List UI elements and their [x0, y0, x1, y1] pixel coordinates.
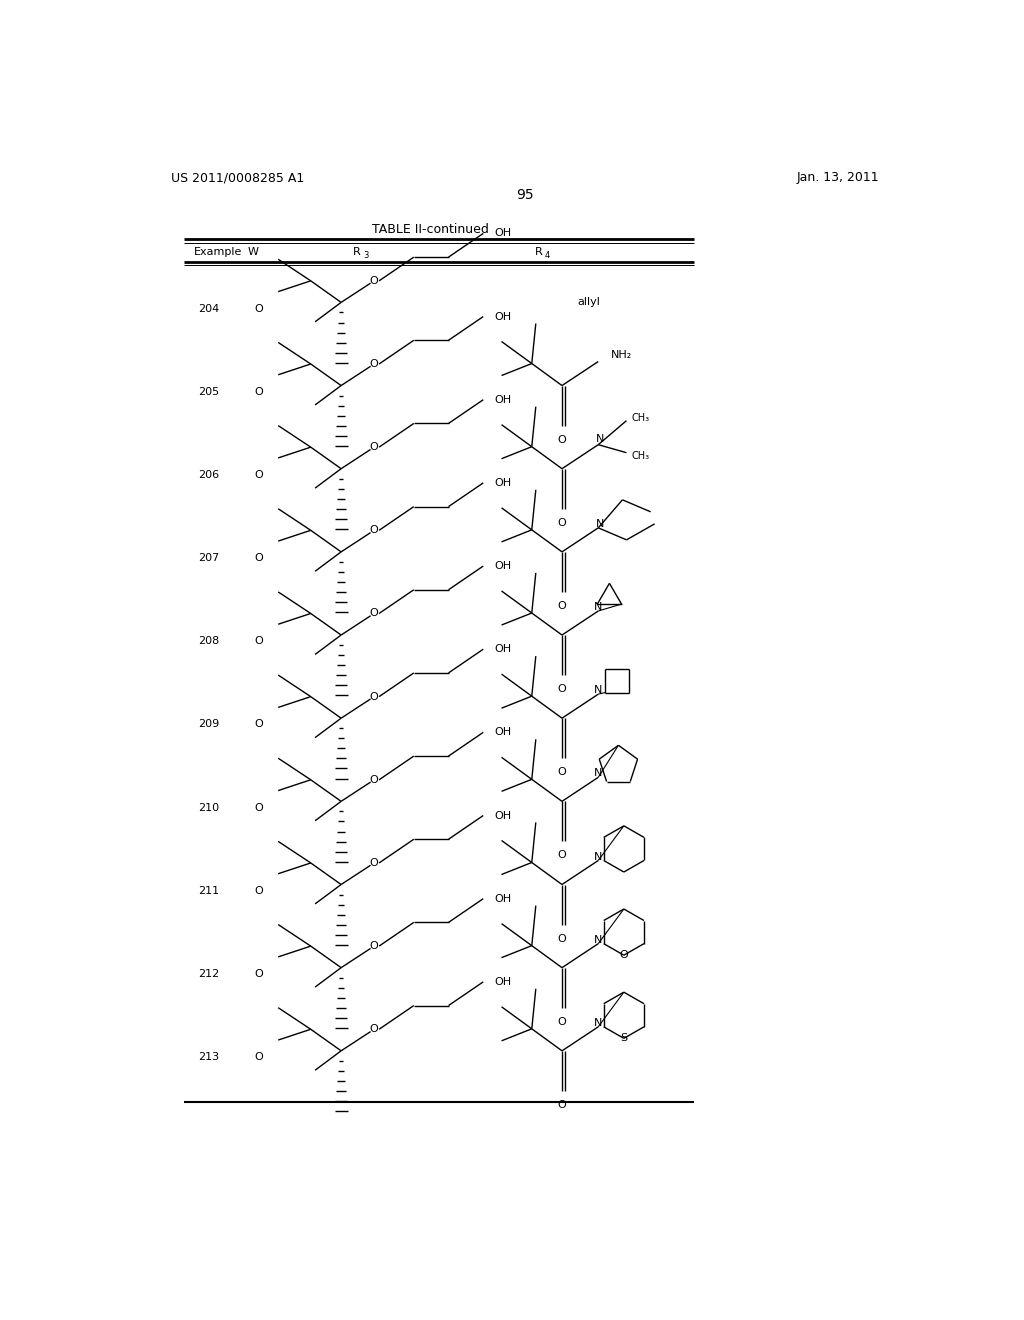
Text: NH₂: NH₂	[610, 350, 632, 360]
Text: O: O	[558, 601, 566, 611]
Text: O: O	[370, 775, 378, 785]
Text: 208: 208	[198, 636, 219, 647]
Text: 207: 207	[198, 553, 219, 564]
Text: N: N	[594, 1018, 602, 1028]
Text: W: W	[248, 247, 259, 257]
Text: O: O	[370, 359, 378, 370]
Text: O: O	[254, 304, 263, 314]
Text: O: O	[254, 636, 263, 647]
Text: Jan. 13, 2011: Jan. 13, 2011	[797, 172, 880, 185]
Text: 204: 204	[198, 304, 219, 314]
Text: OH: OH	[495, 727, 511, 738]
Text: S: S	[621, 1034, 628, 1043]
Text: 210: 210	[198, 803, 219, 813]
Text: 206: 206	[198, 470, 219, 480]
Text: OH: OH	[495, 894, 511, 904]
Text: O: O	[370, 1024, 378, 1035]
Text: O: O	[254, 470, 263, 480]
Text: O: O	[370, 276, 378, 286]
Text: O: O	[558, 1100, 566, 1110]
Text: O: O	[254, 1052, 263, 1063]
Text: OH: OH	[495, 644, 511, 655]
Text: R: R	[535, 247, 543, 257]
Text: O: O	[558, 684, 566, 694]
Text: O: O	[620, 950, 628, 960]
Text: N: N	[594, 768, 602, 779]
Text: OH: OH	[495, 810, 511, 821]
Text: 213: 213	[198, 1052, 219, 1063]
Text: N: N	[596, 519, 604, 529]
Text: CH₃: CH₃	[631, 413, 649, 422]
Text: O: O	[254, 719, 263, 730]
Text: N: N	[594, 685, 602, 696]
Text: OH: OH	[495, 395, 511, 405]
Text: O: O	[254, 553, 263, 564]
Text: 95: 95	[516, 189, 534, 202]
Text: 4: 4	[545, 251, 550, 260]
Text: OH: OH	[495, 478, 511, 488]
Text: O: O	[370, 525, 378, 536]
Text: O: O	[558, 1016, 566, 1027]
Text: N: N	[594, 851, 602, 862]
Text: N: N	[596, 433, 604, 444]
Text: US 2011/0008285 A1: US 2011/0008285 A1	[171, 172, 304, 185]
Text: N: N	[594, 935, 602, 945]
Text: R: R	[352, 247, 360, 257]
Text: O: O	[558, 933, 566, 944]
Text: OH: OH	[495, 561, 511, 572]
Text: O: O	[370, 609, 378, 619]
Text: O: O	[558, 434, 566, 445]
Text: O: O	[254, 969, 263, 979]
Text: O: O	[558, 767, 566, 777]
Text: allyl: allyl	[578, 297, 600, 308]
Text: O: O	[254, 803, 263, 813]
Text: OH: OH	[495, 228, 511, 239]
Text: Example: Example	[194, 247, 243, 257]
Text: O: O	[558, 517, 566, 528]
Text: OH: OH	[495, 977, 511, 987]
Text: O: O	[254, 387, 263, 397]
Text: 212: 212	[198, 969, 219, 979]
Text: O: O	[558, 850, 566, 861]
Text: CH₃: CH₃	[631, 450, 649, 461]
Text: OH: OH	[495, 312, 511, 322]
Text: O: O	[370, 941, 378, 952]
Text: 209: 209	[198, 719, 219, 730]
Text: 205: 205	[198, 387, 219, 397]
Text: 211: 211	[198, 886, 219, 896]
Text: 3: 3	[362, 251, 369, 260]
Text: N: N	[594, 602, 602, 612]
Text: O: O	[370, 858, 378, 869]
Text: O: O	[254, 886, 263, 896]
Text: O: O	[370, 442, 378, 453]
Text: O: O	[370, 692, 378, 702]
Text: TABLE II-continued: TABLE II-continued	[372, 223, 488, 236]
